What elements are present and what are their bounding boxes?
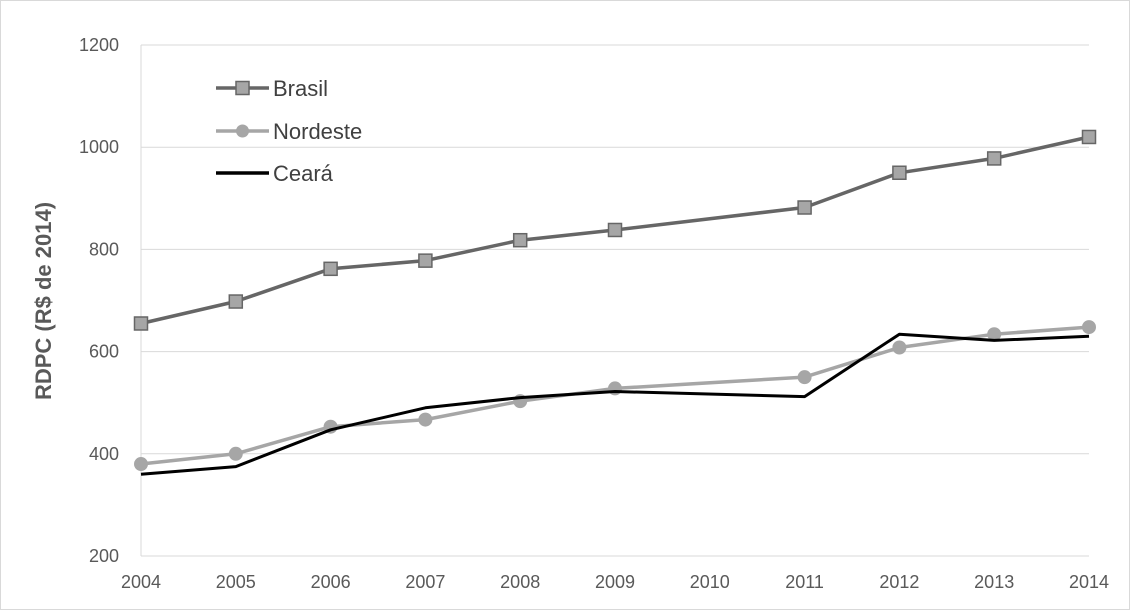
y-tick-label: 800 [89, 239, 119, 259]
x-tick-label: 2010 [690, 572, 730, 592]
data-point [419, 413, 432, 426]
x-tick-label: 2014 [1069, 572, 1109, 592]
y-tick-label: 400 [89, 444, 119, 464]
data-point [609, 223, 622, 236]
x-tick-label: 2005 [216, 572, 256, 592]
data-point [893, 166, 906, 179]
data-point [229, 295, 242, 308]
data-point [135, 317, 148, 330]
data-point [229, 447, 242, 460]
legend-swatch-marker [236, 125, 249, 138]
x-tick-label: 2006 [311, 572, 351, 592]
y-axis-label: RDPC (R$ de 2014) [31, 202, 56, 400]
data-point [1083, 130, 1096, 143]
x-axis: 2004 2005 2006 2007 2008 2009 2010 2011 2012 2013… [121, 572, 1109, 592]
data-point [1083, 321, 1096, 334]
x-tick-label: 2011 [785, 572, 824, 592]
legend: Brasil Nordeste Ceará [216, 76, 362, 186]
legend-swatch-marker [236, 82, 249, 95]
y-tick-label: 600 [89, 342, 119, 362]
data-point [798, 371, 811, 384]
series-line [141, 334, 1089, 474]
x-tick-label: 2013 [974, 572, 1014, 592]
data-point [135, 458, 148, 471]
legend-item-nordeste: Nordeste [216, 119, 362, 144]
series-nordeste [135, 321, 1096, 471]
data-point [514, 234, 527, 247]
y-axis: 200 400 600 800 1000 1200 [79, 35, 141, 566]
y-tick-label: 200 [89, 546, 119, 566]
series-line [141, 327, 1089, 464]
y-tick-label: 1000 [79, 137, 119, 157]
y-tick-label: 1200 [79, 35, 119, 55]
x-tick-label: 2007 [405, 572, 445, 592]
legend-label: Ceará [273, 161, 334, 186]
data-point [893, 341, 906, 354]
x-tick-label: 2008 [500, 572, 540, 592]
legend-item-brasil: Brasil [216, 76, 328, 101]
legend-label: Brasil [273, 76, 328, 101]
legend-label: Nordeste [273, 119, 362, 144]
data-point [419, 254, 432, 267]
data-point [798, 201, 811, 214]
x-tick-label: 2004 [121, 572, 161, 592]
x-tick-label: 2012 [879, 572, 919, 592]
data-point [324, 262, 337, 275]
x-tick-label: 2009 [595, 572, 635, 592]
legend-item-ceará: Ceará [216, 161, 334, 186]
data-point [988, 152, 1001, 165]
series-ceará [141, 334, 1089, 474]
